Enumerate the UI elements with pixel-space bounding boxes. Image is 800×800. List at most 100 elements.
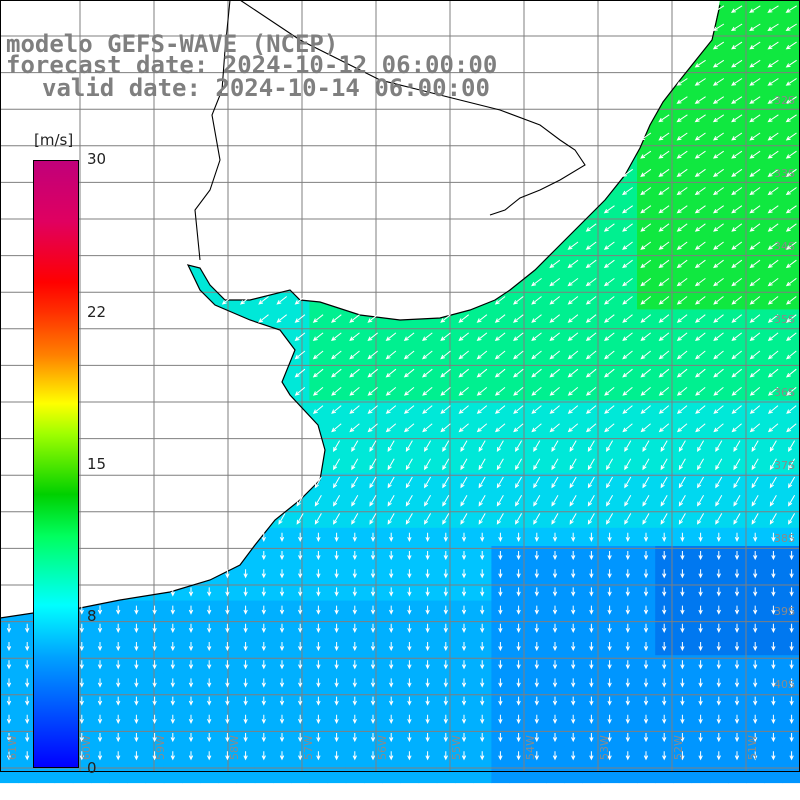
- wind-arrow: [349, 405, 360, 414]
- wind-arrow: [769, 440, 777, 453]
- wind-arrow: [712, 132, 724, 141]
- wind-arrow: [749, 296, 761, 305]
- wind-arrow: [789, 751, 794, 761]
- wind-arrow: [316, 751, 321, 761]
- wind-arrow: [713, 241, 724, 250]
- wind-arrow: [694, 205, 706, 214]
- wind-arrow: [589, 678, 594, 688]
- wind-arrow: [97, 696, 103, 706]
- wind-arrow: [789, 532, 794, 542]
- wind-speed-cell: [72, 764, 92, 784]
- longitude-label: 57W: [302, 735, 315, 760]
- wind-arrow: [606, 494, 614, 507]
- wind-arrow: [585, 241, 597, 250]
- wind-arrow: [370, 605, 376, 615]
- wind-arrow: [698, 551, 703, 561]
- wind-arrow: [585, 387, 597, 396]
- wind-arrow: [625, 605, 630, 615]
- wind-arrow: [6, 660, 12, 670]
- wind-arrow: [334, 551, 339, 561]
- wind-arrow: [385, 387, 397, 396]
- wind-arrow: [25, 660, 30, 670]
- wind-arrow: [480, 733, 485, 743]
- wind-arrow: [549, 368, 561, 378]
- wind-arrow: [621, 205, 633, 214]
- wind-arrow: [603, 223, 615, 232]
- wind-arrow: [316, 642, 321, 652]
- wind-arrow: [680, 587, 685, 597]
- wind-arrow: [207, 623, 212, 633]
- wind-arrow: [534, 696, 539, 706]
- wind-arrow: [407, 605, 412, 615]
- wind-arrow: [79, 623, 84, 633]
- wind-arrow: [334, 733, 339, 743]
- wind-speed-cell: [200, 764, 219, 784]
- wind-arrow: [749, 223, 761, 232]
- wind-arrow: [551, 513, 559, 525]
- wind-arrow: [513, 405, 524, 414]
- wind-arrow: [261, 751, 266, 761]
- wind-arrow: [694, 114, 706, 123]
- wind-arrow: [351, 494, 359, 507]
- wind-arrow: [680, 551, 685, 561]
- wind-arrow: [316, 678, 321, 688]
- latitude-label: 32S: [774, 94, 795, 107]
- wind-arrow: [367, 350, 379, 360]
- wind-arrow: [516, 569, 521, 579]
- wind-arrow: [513, 332, 524, 341]
- wind-arrow: [731, 368, 743, 378]
- wind-arrow: [225, 623, 230, 633]
- wind-arrow: [443, 605, 448, 615]
- wind-arrow: [480, 551, 485, 561]
- wind-arrow: [134, 605, 139, 615]
- wind-arrow: [460, 458, 468, 471]
- wind-arrow: [731, 241, 743, 250]
- wind-arrow: [531, 332, 542, 341]
- wind-arrow: [134, 660, 139, 670]
- wind-arrow: [552, 605, 558, 615]
- wind-arrow: [749, 387, 761, 396]
- coastline: [0, 0, 721, 619]
- wind-arrow: [498, 733, 503, 743]
- latitude-label: 39S: [774, 605, 795, 618]
- wind-arrow: [405, 494, 413, 507]
- wind-arrow: [753, 751, 758, 761]
- wind-arrow: [440, 332, 451, 341]
- wind-arrow: [389, 696, 394, 706]
- wind-arrow: [569, 440, 577, 453]
- wind-arrow: [767, 78, 779, 86]
- wind-speed-cell: [564, 764, 583, 784]
- wind-arrow: [389, 532, 394, 542]
- wind-arrow: [225, 587, 230, 597]
- wind-arrow: [349, 387, 360, 396]
- wind-arrow: [662, 696, 667, 706]
- wind-arrow: [279, 642, 285, 652]
- wind-arrow: [461, 733, 467, 743]
- wind-arrow: [460, 440, 468, 453]
- wind-arrow: [698, 714, 703, 724]
- colorbar-tick-min: 0: [87, 759, 97, 777]
- wind-arrow: [625, 569, 630, 579]
- wind-arrow: [549, 314, 561, 323]
- wind-arrow: [367, 423, 378, 433]
- wind-arrow: [334, 587, 339, 597]
- colorbar-tick-max: 30: [87, 150, 107, 168]
- wind-arrow: [731, 223, 743, 232]
- wind-arrow: [403, 368, 415, 378]
- wind-arrow: [640, 223, 652, 232]
- wind-arrow: [789, 714, 794, 724]
- wind-arrow: [298, 551, 303, 561]
- wind-arrow: [458, 405, 469, 414]
- wind-arrow: [422, 368, 433, 378]
- wind-arrow: [516, 714, 521, 724]
- wind-arrow: [225, 660, 230, 670]
- wind-arrow: [698, 642, 703, 652]
- wind-arrow: [603, 241, 615, 250]
- wind-arrow: [243, 660, 248, 670]
- wind-arrow: [6, 696, 12, 706]
- wind-arrow: [749, 5, 761, 13]
- wind-arrow: [116, 696, 121, 706]
- wind-arrow: [480, 660, 485, 670]
- wind-arrow: [625, 678, 630, 688]
- wind-arrow: [407, 569, 412, 579]
